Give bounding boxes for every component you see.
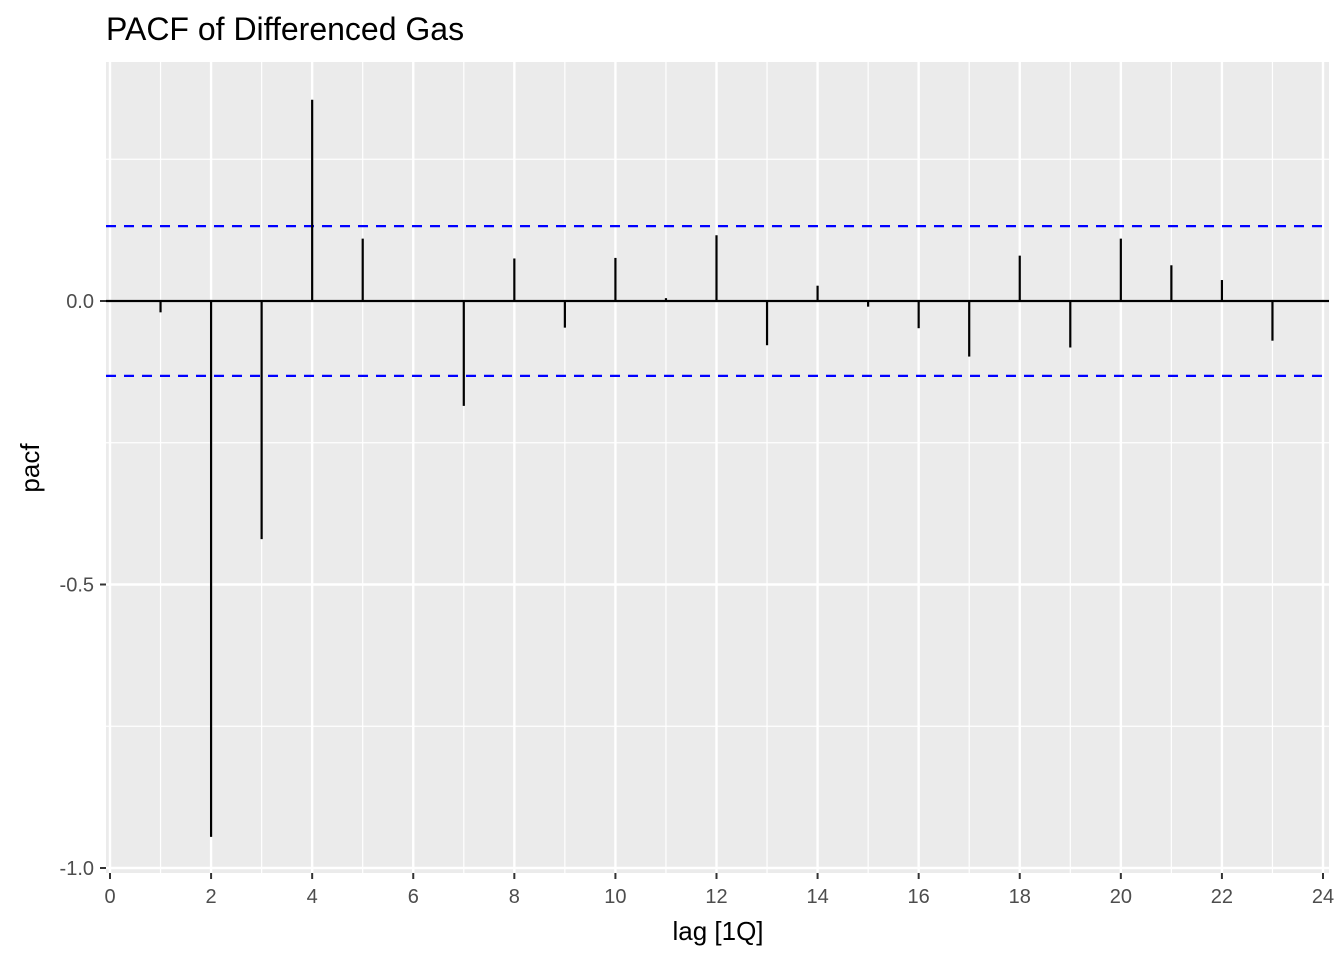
chart-title: PACF of Differenced Gas [106,11,464,47]
x-axis-label: lag [1Q] [672,916,763,946]
y-tick-labels: -1.0 -0.5 0.0 [60,291,94,880]
x-tick-label: 14 [806,886,828,908]
y-tick-label: 0.0 [66,291,94,313]
axis-ticks [100,300,1324,879]
x-tick-label: 2 [206,886,217,908]
x-tick-label: 18 [1009,886,1031,908]
x-tick-label: 8 [509,886,520,908]
x-tick-label: 22 [1211,886,1233,908]
pacf-bars [159,99,1274,837]
x-tick-labels: 0 2 4 6 8 10 12 14 16 18 20 22 24 [104,886,1334,908]
x-tick-label: 4 [307,886,318,908]
x-tick-label: 0 [104,886,115,908]
x-tick-label: 10 [604,886,626,908]
x-tick-label: 16 [908,886,930,908]
y-tick-label: -1.0 [60,858,94,880]
x-tick-label: 6 [408,886,419,908]
x-tick-label: 12 [705,886,727,908]
y-tick-label: -0.5 [60,575,94,597]
x-tick-label: 24 [1312,886,1334,908]
confidence-bounds [106,225,1329,377]
x-tick-label: 20 [1110,886,1132,908]
y-axis-label: pacf [15,443,45,493]
